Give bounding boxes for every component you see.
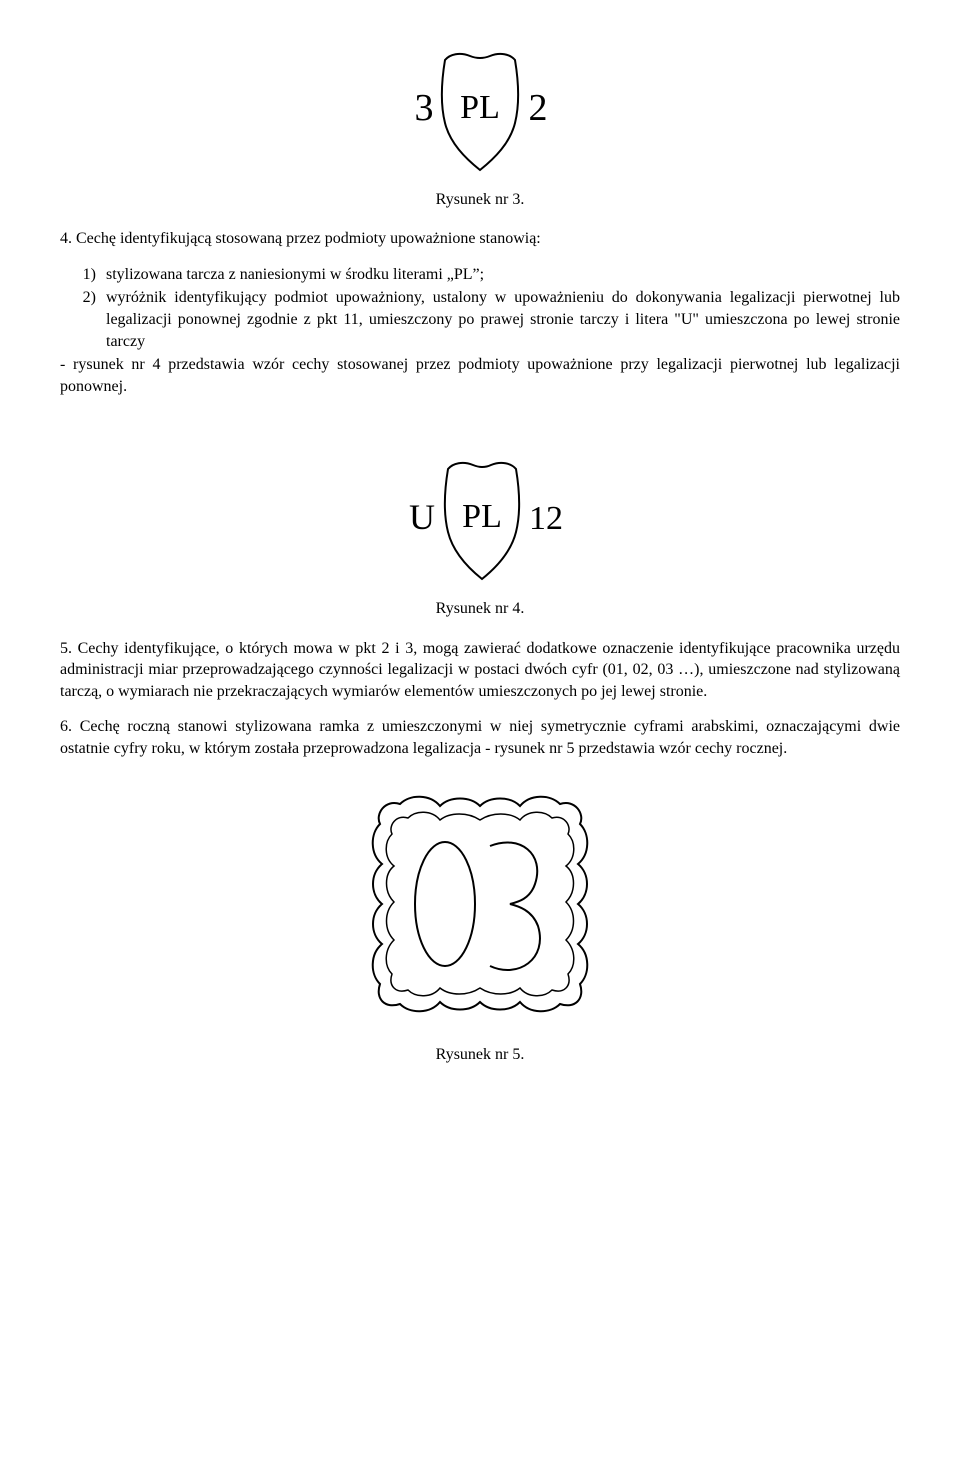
section-5-text: 5. Cechy identyfikujące, o których mowa … — [60, 638, 900, 703]
list-number-2: 2) — [60, 287, 106, 352]
figure-5-caption: Rysunek nr 5. — [60, 1044, 900, 1066]
digit-zero-outline — [415, 842, 475, 966]
shield-left-letter: U — [409, 497, 435, 537]
section-4-lead: 4. Cechę identyfikującą stosowaną przez … — [60, 228, 900, 250]
figure-5: 03 — [60, 774, 900, 1041]
section-4-item-1: 1) stylizowana tarcza z naniesionymi w ś… — [60, 264, 900, 286]
shield-3-pl-2-icon: 3 PL 2 — [380, 48, 580, 178]
shield-center-label: PL — [460, 89, 500, 126]
section-6-text: 6. Cechę roczną stanowi stylizowana ramk… — [60, 716, 900, 759]
year-stamp-03-icon: 03 — [350, 774, 610, 1034]
figure-4: U PL 12 — [60, 457, 900, 594]
shield-u-pl-12-icon: U PL 12 — [370, 457, 590, 587]
figure-4-caption: Rysunek nr 4. — [60, 598, 900, 620]
list-number-1: 1) — [60, 264, 106, 286]
digit-three-outline — [490, 842, 540, 970]
figure-3: 3 PL 2 — [60, 48, 900, 185]
section-4-item-2: 2) wyróżnik identyfikujący podmiot upowa… — [60, 287, 900, 352]
section-4-tail: - rysunek nr 4 przedstawia wzór cechy st… — [60, 354, 900, 397]
shield-left-digit: 3 — [415, 87, 434, 129]
list-body-1: stylizowana tarcza z naniesionymi w środ… — [106, 264, 900, 286]
shield-center-label-2: PL — [462, 498, 502, 535]
list-body-2: wyróżnik identyfikujący podmiot upoważni… — [106, 287, 900, 352]
figure-3-caption: Rysunek nr 3. — [60, 189, 900, 211]
shield-right-number: 12 — [529, 500, 563, 537]
shield-right-digit: 2 — [529, 87, 548, 129]
